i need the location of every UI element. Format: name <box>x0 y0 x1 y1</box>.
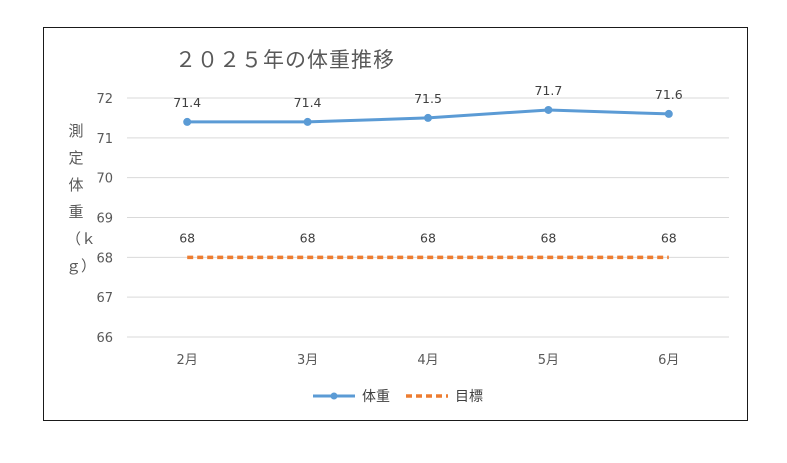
data-label-0-4: 71.6 <box>655 87 683 102</box>
data-label-0-1: 71.4 <box>294 95 322 110</box>
x-tick-label-0: 2月 <box>177 353 198 368</box>
data-label-0-2: 71.5 <box>414 91 442 106</box>
data-point-0-4 <box>664 109 673 118</box>
data-point-0-1 <box>303 117 312 126</box>
y-tick-label-71: 71 <box>96 132 113 147</box>
data-label-1-3: 68 <box>540 230 556 245</box>
data-point-0-2 <box>424 113 432 122</box>
legend-label-weight: 体重 <box>362 389 390 405</box>
data-label-1-2: 68 <box>420 230 436 245</box>
x-tick-label-2: 4月 <box>417 353 438 368</box>
chart-legend: 体重 目標 <box>0 386 787 408</box>
legend-item-target: 目標 <box>405 386 483 406</box>
legend-item-weight: 体重 <box>312 386 390 406</box>
data-point-0-3 <box>544 105 553 114</box>
data-label-1-4: 68 <box>661 230 677 245</box>
y-tick-label-67: 67 <box>96 291 113 306</box>
data-label-0-3: 71.7 <box>534 83 562 98</box>
chart-frame <box>43 27 748 421</box>
y-tick-label-68: 68 <box>96 251 113 266</box>
chart-title: ２０２５年の体重推移 <box>175 48 395 72</box>
data-label-0-0: 71.4 <box>173 95 201 110</box>
legend-marker-target <box>406 394 448 398</box>
x-tick-label-3: 5月 <box>538 353 559 368</box>
y-tick-label-72: 72 <box>96 92 113 107</box>
y-tick-label-70: 70 <box>96 172 113 187</box>
y-tick-label-69: 69 <box>96 212 113 227</box>
data-label-1-0: 68 <box>179 230 195 245</box>
data-point-0-0 <box>183 117 192 126</box>
x-tick-label-4: 6月 <box>658 353 679 368</box>
legend-marker-weight <box>313 392 355 400</box>
x-tick-label-1: 3月 <box>297 353 318 368</box>
y-tick-label-66: 66 <box>96 331 113 346</box>
legend-label-target: 目標 <box>455 389 483 405</box>
data-label-1-1: 68 <box>300 230 316 245</box>
